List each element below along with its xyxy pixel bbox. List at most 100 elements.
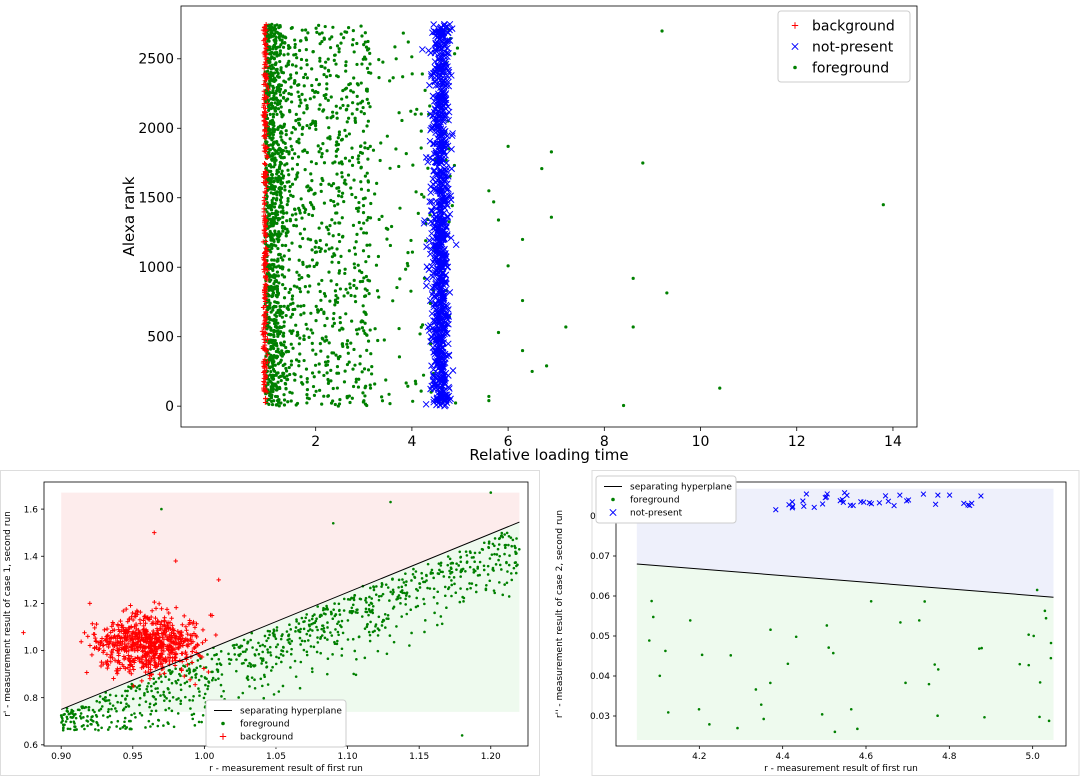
foreground-point <box>271 192 276 196</box>
not-present-point <box>434 33 442 41</box>
background-point <box>263 309 269 315</box>
foreground-point <box>78 708 81 712</box>
foreground-point <box>429 572 433 575</box>
background-point <box>162 618 167 623</box>
foreground-point <box>281 45 286 49</box>
foreground-point <box>345 339 350 343</box>
background-point <box>164 634 170 640</box>
background-point <box>109 624 114 629</box>
not-present-point <box>435 343 442 350</box>
foreground-point <box>342 609 346 612</box>
foreground-point <box>296 304 300 308</box>
foreground-point <box>302 303 306 308</box>
foreground-point <box>373 629 376 633</box>
foreground-point <box>276 301 280 305</box>
background-point <box>150 643 155 648</box>
legend-box <box>595 475 737 524</box>
foreground-point <box>214 678 217 682</box>
foreground-point <box>248 661 251 665</box>
foreground-point <box>280 660 283 664</box>
background-point <box>161 631 167 637</box>
foreground-point <box>271 218 275 222</box>
foreground-point <box>352 672 355 676</box>
foreground-point <box>219 683 223 687</box>
foreground-point <box>128 685 132 689</box>
foreground-point <box>293 373 297 377</box>
background-point <box>149 614 154 620</box>
foreground-point <box>325 316 329 320</box>
foreground-point <box>98 695 102 698</box>
foreground-point <box>303 148 307 152</box>
foreground-point <box>484 587 488 591</box>
foreground-point <box>179 702 182 706</box>
foreground-point <box>311 384 316 389</box>
background-point <box>137 656 142 661</box>
foreground-point <box>311 629 314 632</box>
foreground-point <box>262 696 266 700</box>
foreground-point <box>107 708 110 711</box>
foreground-point <box>120 694 124 698</box>
not-present-point <box>858 499 864 505</box>
background-point <box>178 636 183 642</box>
foreground-point <box>283 381 287 386</box>
foreground-point <box>281 229 285 233</box>
foreground-region <box>61 522 520 712</box>
foreground-point <box>110 721 113 724</box>
not-present-point <box>442 99 450 107</box>
background-point <box>153 615 158 621</box>
foreground-point <box>250 676 254 679</box>
foreground-point <box>276 643 280 646</box>
foreground-point <box>298 352 302 356</box>
foreground-point <box>322 161 327 165</box>
not-present-point <box>449 130 456 137</box>
foreground-point <box>133 712 136 715</box>
foreground-point <box>412 567 415 571</box>
foreground-point <box>276 127 280 131</box>
foreground-point <box>410 55 414 59</box>
foreground-point <box>368 639 372 643</box>
foreground-point <box>505 561 508 565</box>
background-point <box>143 639 149 644</box>
background-point <box>121 654 127 659</box>
foreground-point <box>108 702 112 705</box>
foreground-point <box>455 46 460 50</box>
foreground-point <box>341 344 345 348</box>
foreground-point <box>410 579 413 582</box>
foreground-point <box>271 34 275 38</box>
foreground-point <box>326 359 330 364</box>
foreground-point <box>269 653 273 657</box>
background-point <box>206 669 211 675</box>
foreground-point <box>374 625 377 628</box>
foreground-point <box>370 372 374 376</box>
foreground-point <box>314 26 318 30</box>
background-point <box>138 621 143 626</box>
foreground-point <box>321 608 325 612</box>
not-present-point <box>443 186 451 194</box>
legend-marker <box>219 733 227 740</box>
not-present-point <box>441 235 448 243</box>
foreground-point <box>267 130 271 134</box>
foreground-point <box>270 399 274 404</box>
foreground-point <box>289 628 293 631</box>
foreground-point <box>512 566 516 570</box>
foreground-point <box>267 305 271 309</box>
legend-label: background <box>812 19 895 35</box>
foreground-point <box>344 63 348 68</box>
foreground-point <box>251 646 254 649</box>
background-point <box>188 633 193 638</box>
foreground-point <box>127 719 131 723</box>
foreground-point <box>354 673 358 677</box>
foreground-point <box>856 727 859 731</box>
foreground-point <box>280 125 284 130</box>
foreground-point <box>420 72 424 76</box>
foreground-point <box>499 534 503 538</box>
background-point <box>178 632 184 638</box>
foreground-point <box>277 230 281 234</box>
foreground-point <box>318 342 322 346</box>
foreground-point <box>285 227 289 231</box>
foreground-point <box>268 379 272 383</box>
foreground-point <box>361 304 365 308</box>
foreground-point <box>323 24 327 29</box>
foreground-point <box>1049 656 1053 660</box>
foreground-point <box>276 259 280 263</box>
